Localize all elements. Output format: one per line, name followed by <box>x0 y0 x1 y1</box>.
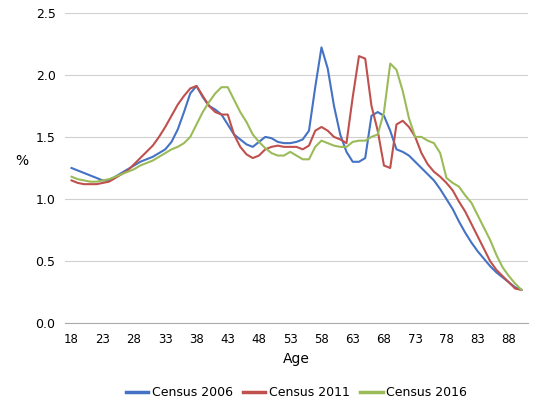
Census 2011 <box>218 112 225 117</box>
Census 2006 <box>293 139 300 144</box>
Census 2011 <box>462 209 468 214</box>
Census 2006 <box>218 112 225 117</box>
Census 2011 <box>293 144 300 150</box>
Census 2016 <box>218 85 225 90</box>
Census 2011 <box>481 246 487 251</box>
Census 2006 <box>318 45 325 50</box>
Census 2016 <box>387 61 393 66</box>
Census 2011 <box>168 113 175 118</box>
Census 2016 <box>168 147 175 152</box>
Census 2016 <box>293 153 300 158</box>
Census 2011 <box>449 188 456 193</box>
Line: Census 2011: Census 2011 <box>71 56 522 290</box>
Legend: Census 2006, Census 2011, Census 2016: Census 2006, Census 2011, Census 2016 <box>121 381 472 404</box>
Census 2006 <box>68 165 75 171</box>
Census 2006 <box>518 287 525 292</box>
Line: Census 2016: Census 2016 <box>71 63 522 290</box>
Census 2011 <box>518 287 525 292</box>
Census 2006 <box>168 139 175 144</box>
Line: Census 2006: Census 2006 <box>71 47 522 290</box>
Census 2006 <box>449 207 456 212</box>
Census 2016 <box>518 287 525 292</box>
Y-axis label: %: % <box>15 154 28 168</box>
Census 2016 <box>68 174 75 179</box>
Census 2011 <box>68 178 75 183</box>
Census 2016 <box>481 225 487 230</box>
Census 2006 <box>481 256 487 261</box>
Census 2011 <box>356 54 362 59</box>
Census 2016 <box>462 193 468 198</box>
Census 2006 <box>462 230 468 235</box>
X-axis label: Age: Age <box>283 352 310 366</box>
Census 2016 <box>449 181 456 186</box>
